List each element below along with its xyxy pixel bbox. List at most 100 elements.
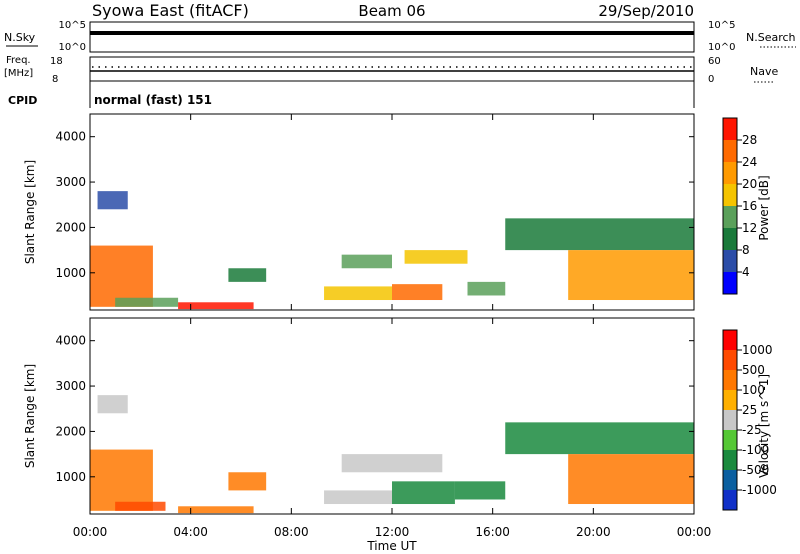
- power-colorbar-tick-label: 16: [742, 199, 757, 213]
- velocity-y-tick-label: 4000: [55, 334, 86, 348]
- freq-left-tick-low: 8: [52, 74, 58, 85]
- heatmap-region: [505, 422, 694, 455]
- power-axes: 1000 2000 3000 4000: [55, 114, 695, 310]
- power-colorbar-tick-label: 24: [742, 155, 757, 169]
- power-colorbar-swatch: [723, 206, 737, 228]
- power-colorbar: 4 8 12 16 20 24 28: [722, 117, 757, 295]
- beam-label: Beam 06: [358, 2, 425, 20]
- x-tick-label: 00:00: [677, 525, 712, 539]
- power-y-tick-label: 1000: [55, 266, 86, 280]
- heatmap-region: [178, 506, 254, 514]
- noise-left-tick-low: 10^0: [59, 42, 86, 53]
- velocity-heatmap-cells: [90, 395, 694, 514]
- heatmap-region: [178, 302, 254, 310]
- velocity-panel: 1000 2000 3000 4000 Slant Range [km] 1000 50…: [23, 317, 777, 515]
- noise-right-label: N.Search: [746, 31, 796, 44]
- velocity-axes: 1000 2000 3000 4000: [55, 318, 695, 514]
- power-colorbar-swatch: [723, 118, 737, 140]
- velocity-colorbar-tick-label: -100: [742, 443, 769, 457]
- x-tick-label: 00:00: [73, 525, 108, 539]
- heatmap-region: [392, 481, 455, 505]
- freq-label-line1: Freq.: [6, 55, 31, 66]
- heatmap-region: [97, 395, 128, 414]
- power-colorbar-swatch: [723, 140, 737, 162]
- heatmap-region: [392, 284, 443, 301]
- heatmap-region: [404, 250, 468, 264]
- velocity-colorbar-tick-label: 25: [742, 403, 757, 417]
- velocity-colorbar-swatch: [723, 330, 737, 350]
- x-tick-label: 16:00: [475, 525, 510, 539]
- station-title: Syowa East (fitACF): [92, 1, 249, 20]
- noise-right-tick-low: 10^0: [708, 42, 735, 53]
- power-heatmap-cells: [90, 191, 694, 310]
- date-label: 29/Sep/2010: [598, 2, 694, 20]
- velocity-colorbar-tick-label: -25: [742, 423, 762, 437]
- x-tick-labels: 00:00 04:00 08:00 12:00 16:00 20:00 00:00: [73, 525, 712, 539]
- heatmap-region: [568, 454, 694, 505]
- cpid-text: normal (fast) 151: [94, 93, 212, 107]
- velocity-colorbar-swatch: [723, 390, 737, 410]
- noise-panel-frame: [89, 21, 695, 53]
- heatmap-region: [454, 481, 506, 500]
- nave-tick-low: 0: [708, 74, 714, 85]
- x-tick-label: 04:00: [173, 525, 208, 539]
- power-y-tick-label: 2000: [55, 220, 86, 234]
- cpid-label: CPID: [8, 94, 37, 107]
- power-colorbar-swatch: [723, 162, 737, 184]
- heatmap-region: [97, 191, 128, 210]
- heatmap-region: [115, 297, 179, 307]
- velocity-colorbar-swatch: [723, 450, 737, 470]
- power-colorbar-tick-label: 4: [742, 265, 750, 279]
- noise-right-tick-high: 10^5: [708, 20, 735, 31]
- velocity-colorbar-swatch: [723, 370, 737, 390]
- heatmap-region: [341, 454, 443, 473]
- x-tick-label: 20:00: [576, 525, 611, 539]
- noise-sky-trace: [90, 31, 694, 35]
- power-y-label: Slant Range [km]: [23, 160, 37, 264]
- velocity-colorbar-tick-label: 1000: [742, 343, 773, 357]
- heatmap-region: [228, 472, 267, 491]
- x-tick-label: 08:00: [274, 525, 309, 539]
- power-y-tick-label: 3000: [55, 175, 86, 189]
- velocity-colorbar-swatch: [723, 410, 737, 430]
- heatmap-region: [90, 449, 153, 511]
- velocity-colorbar-tick-label: -500: [742, 463, 769, 477]
- cpid-panel: CPID normal (fast) 151: [8, 81, 695, 108]
- heatmap-region: [341, 254, 392, 269]
- noise-left-tick-high: 10^5: [59, 20, 86, 31]
- power-colorbar-swatch: [723, 228, 737, 250]
- nave-tick-high: 60: [708, 56, 721, 67]
- heatmap-region: [467, 281, 506, 296]
- velocity-colorbar-tick-label: -1000: [742, 483, 777, 497]
- heatmap-region: [90, 245, 153, 307]
- velocity-colorbar-swatch: [723, 470, 737, 490]
- frequency-panel: Freq. [MHz] 18 8 Nave 60 0: [4, 55, 778, 85]
- power-colorbar-tick-label: 12: [742, 221, 757, 235]
- heatmap-region: [505, 218, 694, 251]
- velocity-y-label: Slant Range [km]: [23, 364, 37, 468]
- velocity-y-tick-label: 1000: [55, 470, 86, 484]
- noise-left-label: N.Sky: [4, 31, 36, 44]
- velocity-colorbar-frame: [722, 329, 738, 511]
- noise-panel: N.Sky 10^5 10^0 N.Search 10^5 10^0: [4, 20, 796, 53]
- power-colorbar-label: Power [dB]: [757, 175, 771, 240]
- velocity-colorbar: 1000 500 100 25 -25 -100 -500 -1000: [722, 329, 777, 511]
- x-tick-label: 12:00: [375, 525, 410, 539]
- heatmap-region: [568, 250, 694, 301]
- freq-label-line2: [MHz]: [4, 68, 33, 79]
- heatmap-region: [228, 268, 267, 282]
- power-colorbar-swatch: [723, 272, 737, 294]
- velocity-colorbar-swatch: [723, 490, 737, 510]
- power-colorbar-tick-label: 28: [742, 133, 757, 147]
- power-colorbar-swatch: [723, 184, 737, 206]
- velocity-colorbar-swatch: [723, 350, 737, 370]
- velocity-y-tick-label: 3000: [55, 379, 86, 393]
- velocity-colorbar-swatch: [723, 430, 737, 450]
- power-colorbar-tick-label: 20: [742, 177, 757, 191]
- velocity-colorbar-tick-label: 100: [742, 383, 765, 397]
- velocity-y-tick-label: 2000: [55, 424, 86, 438]
- x-axis-label: Time UT: [366, 539, 417, 553]
- frequency-panel-frame: [89, 56, 695, 82]
- velocity-colorbar-label: Velocity [m s^-1]: [757, 374, 771, 478]
